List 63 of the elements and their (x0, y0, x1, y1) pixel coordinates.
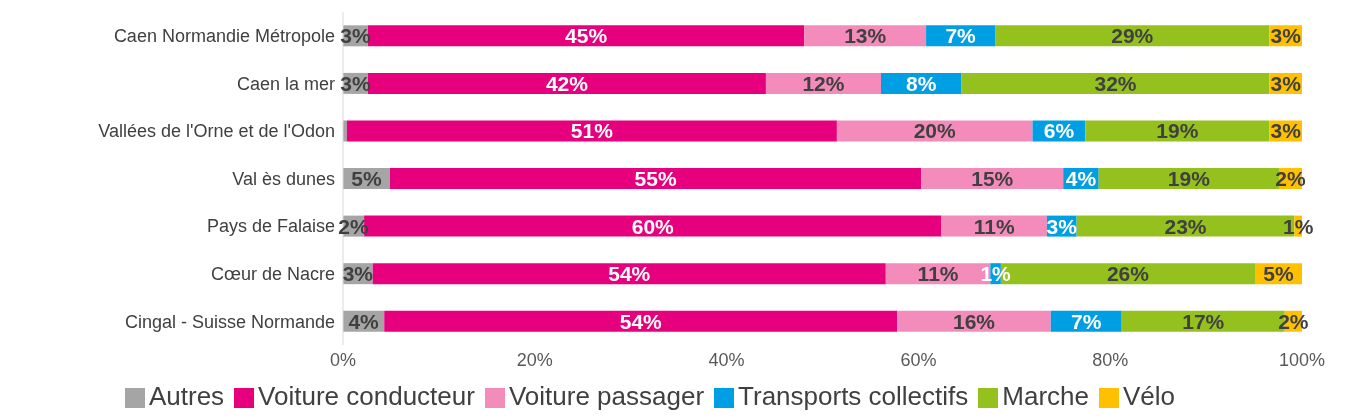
x-tick-label: 100% (1278, 349, 1326, 370)
y-tick-label: Vallées de l'Orne et de l'Odon (98, 121, 335, 142)
y-tick-label: Pays de Falaise (206, 216, 335, 237)
data-label: 26% (1106, 262, 1150, 286)
data-label: 54% (619, 309, 663, 333)
data-label: 16% (953, 309, 996, 333)
data-label: 15% (971, 167, 1014, 191)
data-label: 55% (634, 167, 677, 191)
data-label: 32% (1094, 71, 1137, 95)
data-label: 1% (980, 262, 1012, 286)
data-label: 7% (945, 24, 977, 48)
legend-label: Vélo (1122, 381, 1176, 411)
y-tick-label: Caen la mer (236, 73, 335, 94)
data-label: 3% (342, 262, 374, 286)
data-label: 1% (1282, 214, 1314, 238)
data-label: 60% (631, 214, 675, 238)
data-label: 51% (570, 119, 614, 143)
x-tick-label: 20% (516, 349, 553, 370)
data-label: 11% (973, 214, 1015, 238)
data-label: 7% (1071, 309, 1102, 333)
data-label: 8% (906, 71, 937, 95)
data-label: 5% (351, 167, 382, 191)
data-label: 6% (1043, 119, 1075, 143)
data-label: 42% (545, 71, 589, 95)
x-tick-label: 0% (329, 349, 357, 370)
legend-label: Voiture passager (508, 381, 705, 411)
legend-label: Marche (1002, 381, 1089, 411)
legend-label: Autres (148, 381, 225, 411)
bar (836, 120, 1033, 142)
data-label: 4% (1065, 167, 1097, 191)
x-tick-label: 60% (900, 349, 937, 370)
data-label: 5% (1263, 262, 1294, 286)
y-tick-label: Cœur de Nacre (210, 264, 335, 285)
data-label: 54% (608, 262, 651, 286)
bar (995, 25, 1270, 47)
y-tick-label: Caen Normandie Métropole (113, 26, 335, 47)
data-label: 17% (1182, 309, 1225, 333)
data-label: 3% (1270, 119, 1302, 143)
y-tick-label: Cingal - Suisse Normande (124, 311, 335, 332)
bar (1085, 120, 1270, 142)
legend-label: Voiture conducteur (258, 381, 475, 411)
data-label: 11% (917, 262, 959, 286)
data-label: 19% (1167, 167, 1211, 191)
data-label: 13% (844, 24, 887, 48)
data-label: 29% (1111, 24, 1154, 48)
bar (384, 310, 898, 332)
data-label: 20% (913, 119, 957, 143)
legend-label: Transports collectifs (738, 381, 969, 411)
data-label: 3% (1046, 214, 1078, 238)
data-label: 3% (1270, 71, 1302, 95)
x-tick-label: 40% (708, 349, 745, 370)
data-label: 19% (1156, 119, 1199, 143)
y-tick-label: Val ès dunes (232, 168, 335, 189)
data-label: 45% (565, 24, 608, 48)
data-label: 23% (1164, 214, 1207, 238)
data-label: 4% (348, 309, 380, 333)
bar (389, 168, 922, 190)
bar (372, 263, 886, 285)
x-tick-label: 80% (1092, 349, 1129, 370)
data-label: 12% (802, 71, 845, 95)
data-label: 3% (1270, 24, 1302, 48)
bar (346, 120, 837, 142)
bar (961, 72, 1270, 94)
